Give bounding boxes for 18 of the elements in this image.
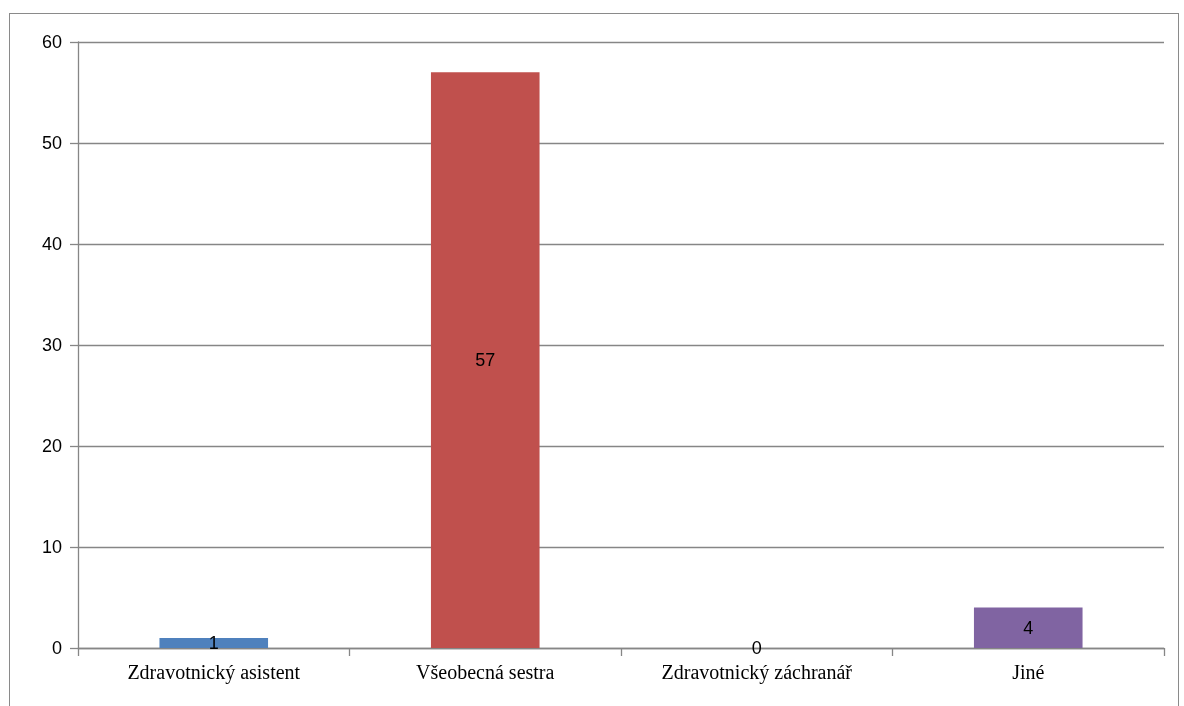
- y-tick-label: 30: [41, 335, 62, 355]
- y-tick-label: 40: [41, 234, 62, 254]
- data-label: 1: [208, 632, 219, 653]
- bar: [430, 72, 540, 648]
- y-tick-label: 0: [51, 638, 62, 658]
- y-tick-label: 10: [41, 537, 62, 557]
- y-tick-label: 60: [41, 32, 62, 52]
- bar: [973, 607, 1083, 648]
- x-tick-label: Zdravotnický asistent: [127, 661, 301, 684]
- data-label: 4: [1023, 617, 1034, 638]
- x-tick-label: Zdravotnický záchranář: [661, 661, 853, 684]
- x-tick-label: Všeobecná sestra: [416, 661, 555, 683]
- data-label: 57: [475, 350, 496, 371]
- y-tick-label: 20: [41, 436, 62, 456]
- bar: [159, 637, 269, 648]
- x-tick-label: Jiné: [1012, 661, 1045, 683]
- data-label: 0: [751, 638, 762, 658]
- y-tick-label: 50: [41, 133, 62, 153]
